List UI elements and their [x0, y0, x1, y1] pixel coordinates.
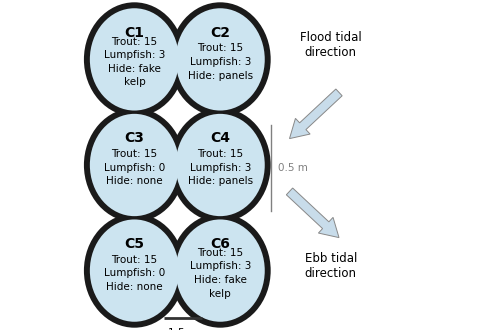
Text: Trout: 15
Lumpfish: 3
Hide: panels: Trout: 15 Lumpfish: 3 Hide: panels — [188, 43, 253, 81]
Text: Flood tidal
direction: Flood tidal direction — [300, 31, 361, 58]
FancyArrow shape — [289, 89, 342, 139]
Text: Trout: 15
Lumpfish: 3
Hide: panels: Trout: 15 Lumpfish: 3 Hide: panels — [188, 149, 253, 186]
FancyArrow shape — [287, 188, 339, 238]
Text: C4: C4 — [210, 131, 230, 146]
Text: C2: C2 — [210, 26, 230, 40]
Text: Trout: 15
Lumpfish: 0
Hide: none: Trout: 15 Lumpfish: 0 Hide: none — [104, 149, 165, 186]
Text: 1.5 m: 1.5 m — [168, 328, 198, 330]
Text: Trout: 15
Lumpfish: 3
Hide: fake
kelp: Trout: 15 Lumpfish: 3 Hide: fake kelp — [190, 248, 251, 299]
Ellipse shape — [170, 214, 271, 328]
Ellipse shape — [170, 2, 271, 116]
Ellipse shape — [90, 8, 179, 111]
Ellipse shape — [84, 108, 185, 222]
Ellipse shape — [176, 8, 265, 111]
Text: Ebb tidal
direction: Ebb tidal direction — [305, 252, 357, 280]
Text: Trout: 15
Lumpfish: 3
Hide: fake
kelp: Trout: 15 Lumpfish: 3 Hide: fake kelp — [104, 37, 165, 87]
Ellipse shape — [84, 214, 185, 328]
Ellipse shape — [176, 114, 265, 216]
Text: C5: C5 — [124, 237, 144, 251]
Ellipse shape — [84, 2, 185, 116]
Text: 0.5 m: 0.5 m — [278, 163, 308, 173]
Text: C1: C1 — [124, 26, 144, 40]
Text: C3: C3 — [124, 131, 144, 146]
Text: Trout: 15
Lumpfish: 0
Hide: none: Trout: 15 Lumpfish: 0 Hide: none — [104, 254, 165, 292]
Ellipse shape — [90, 114, 179, 216]
Ellipse shape — [90, 219, 179, 322]
Ellipse shape — [170, 108, 271, 222]
Ellipse shape — [176, 219, 265, 322]
Text: C6: C6 — [210, 237, 230, 251]
